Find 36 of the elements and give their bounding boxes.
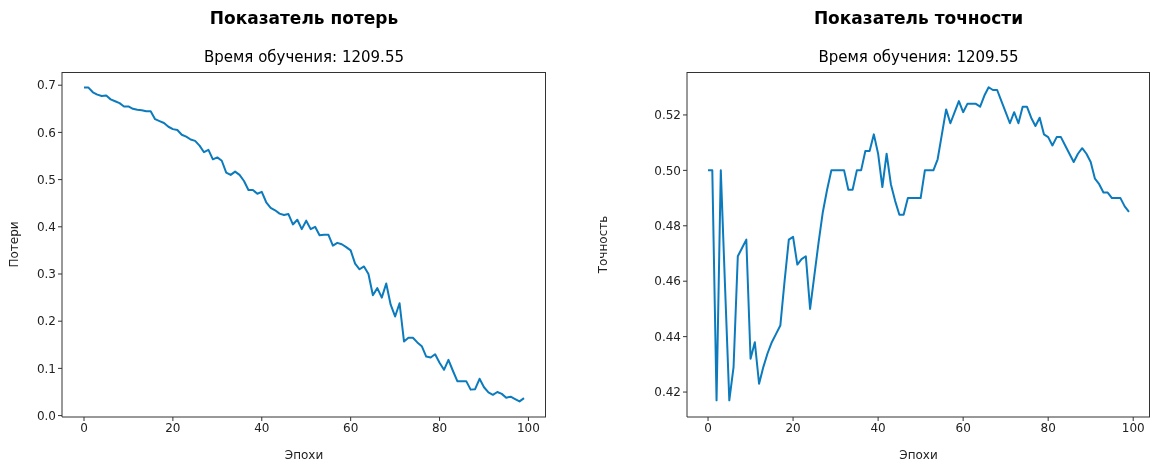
y-tick-label: 0.3 [36, 267, 56, 282]
x-tick-label: 60 [343, 420, 359, 435]
y-tick-label: 0.50 [654, 163, 681, 178]
x-tick-label: 100 [1121, 420, 1145, 435]
x-tick-label: 40 [254, 420, 270, 435]
x-tick-label: 80 [1040, 420, 1056, 435]
x-tick-label: 60 [955, 420, 971, 435]
y-axis-title: Точность [596, 215, 611, 275]
y-tick-label: 0.5 [36, 172, 56, 187]
y-axis-title: Потери [7, 221, 22, 268]
x-tick-label: 0 [704, 420, 712, 435]
y-tick-label: 0.52 [654, 108, 681, 123]
y-tick-label: 0.6 [36, 125, 56, 140]
chart-title: Показатель точности [812, 8, 1025, 28]
y-tick-label: 0.2 [36, 314, 56, 329]
line-series [707, 86, 1130, 402]
x-axis-title: Эпохи [284, 448, 324, 459]
y-tick-label: 0.1 [36, 361, 56, 376]
x-tick-label: 40 [870, 420, 886, 435]
y-tick-label: 0.46 [654, 274, 681, 289]
x-tick-label: 0 [80, 420, 88, 435]
x-axis-title: Эпохи [899, 448, 938, 459]
x-tick-label: 100 [516, 420, 540, 435]
line-series [83, 86, 525, 403]
chart-title: Показатель потерь [208, 8, 400, 28]
y-tick-label: 0.48 [654, 219, 681, 234]
y-tick-label: 0.4 [36, 220, 56, 235]
y-tick-label: 0.7 [36, 78, 56, 93]
x-tick-label: 20 [785, 420, 801, 435]
chart-subtitle: Время обучения: 1209.55 [203, 48, 405, 66]
x-tick-label: 20 [165, 420, 181, 435]
y-tick-label: 0.44 [654, 329, 681, 344]
y-tick-label: 0.42 [654, 385, 681, 400]
x-tick-label: 80 [431, 420, 448, 435]
chart-subtitle: Время обучения: 1209.55 [817, 48, 1020, 66]
y-tick-label: 0.0 [36, 408, 56, 423]
